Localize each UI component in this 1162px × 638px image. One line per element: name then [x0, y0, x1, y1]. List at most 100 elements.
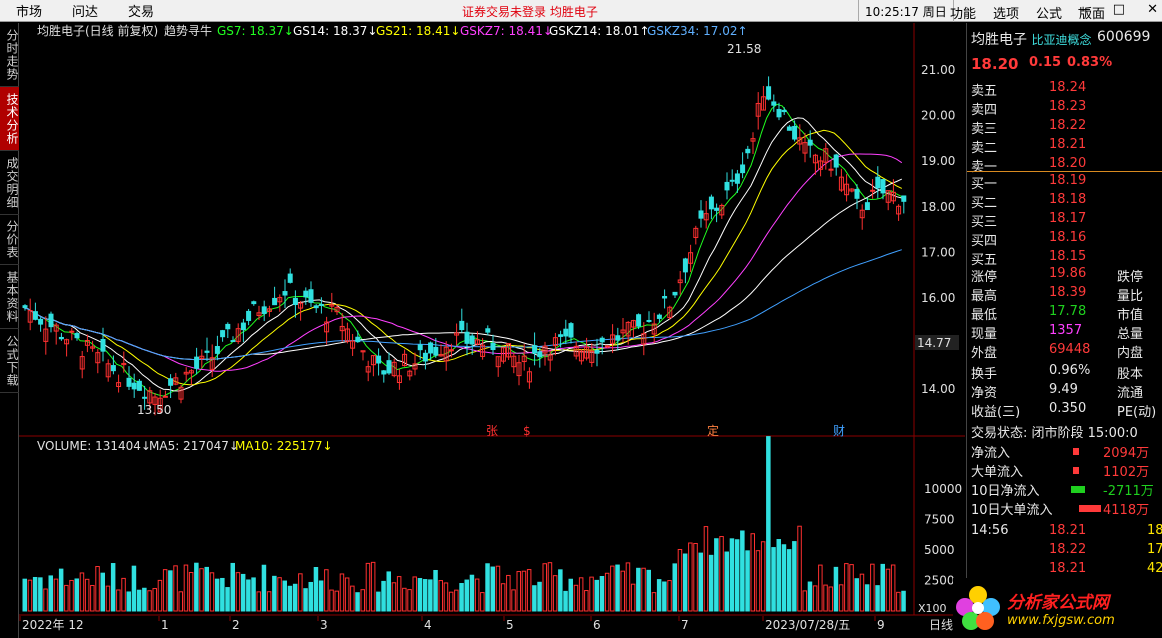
- volume-bar: [469, 574, 475, 612]
- flow-value: -2711万: [1103, 484, 1154, 499]
- candle-body: [225, 323, 231, 330]
- volume-bar: [168, 570, 173, 612]
- candle-body: [246, 310, 252, 321]
- menu-options[interactable]: 选项: [993, 7, 1020, 22]
- volume-bar: [376, 591, 381, 612]
- tab-technical[interactable]: 技术分析: [0, 87, 19, 151]
- quote-panel: 均胜电子 比亚迪概念 600699 18.20 0.15 0.83% 卖五 18.…: [966, 23, 1162, 638]
- volume-bar: [235, 572, 241, 612]
- tick-price: 18.21: [1049, 561, 1087, 576]
- tab-intraday[interactable]: 分时走势: [0, 23, 19, 87]
- candle-body: [173, 377, 179, 385]
- stat-label: 最低: [971, 308, 998, 323]
- volume-bar: [864, 584, 870, 612]
- candle-body: [547, 354, 553, 361]
- tab-fundamentals[interactable]: 基本资料: [0, 265, 19, 329]
- candle-body: [714, 207, 720, 211]
- candle-body: [220, 330, 226, 338]
- menu-layout[interactable]: 版面: [1079, 7, 1106, 22]
- candle-body: [58, 336, 64, 340]
- menu-market[interactable]: 市场: [16, 5, 43, 20]
- tab-price-dist[interactable]: 分价表: [0, 215, 19, 265]
- stat-label-right: 流通: [1117, 386, 1144, 401]
- tick-volume: 17: [1147, 542, 1162, 557]
- login-notice[interactable]: 证券交易未登录 均胜电子: [462, 5, 598, 19]
- tab-formula-download[interactable]: 公式下载: [0, 329, 19, 393]
- event-marker-dollar[interactable]: $: [523, 424, 531, 438]
- candle-body: [84, 340, 90, 346]
- ask-level-label: 卖四: [971, 103, 998, 118]
- candle-body: [781, 109, 787, 113]
- legend-gskz7: GSKZ7: 18.41↓: [460, 24, 553, 38]
- candle-body: [152, 396, 158, 405]
- candle-body: [168, 378, 174, 386]
- stock-name: 均胜电子: [971, 32, 1027, 48]
- event-marker-ding[interactable]: 定: [707, 423, 719, 438]
- last-price: 18.20: [971, 55, 1019, 73]
- stat-label-right: 内盘: [1117, 346, 1144, 361]
- candle-body: [121, 362, 127, 366]
- price-axis-label: 19.00: [921, 154, 955, 168]
- concept-tag[interactable]: 比亚迪概念: [1031, 33, 1092, 47]
- volume-bar: [110, 563, 116, 612]
- volume-bar: [490, 566, 495, 612]
- maximize-icon[interactable]: □: [1112, 2, 1126, 17]
- chart-area[interactable]: 21.0020.0019.0018.0017.0016.0015.0014.00…: [19, 23, 965, 638]
- kline-chart[interactable]: 21.0020.0019.0018.0017.0016.0015.0014.00…: [19, 23, 965, 638]
- volume-bar: [610, 565, 615, 612]
- trade-status: 交易状态: 闭市阶段 15:00:0: [971, 426, 1138, 441]
- indicator-name[interactable]: 趋势寻牛: [164, 23, 212, 38]
- candle-body: [69, 330, 75, 333]
- candle-body: [214, 346, 220, 354]
- ask-price: 18.22: [1049, 118, 1087, 133]
- volume-bar: [568, 578, 573, 612]
- volume-bar: [417, 578, 423, 612]
- candle-body: [370, 355, 376, 366]
- stat-value: 9.49: [1049, 382, 1078, 397]
- flow-value: 4118万: [1103, 503, 1150, 518]
- volume-bar: [630, 583, 636, 612]
- candle-body: [396, 375, 402, 384]
- minimize-icon[interactable]: —: [1077, 2, 1091, 17]
- volume-bar: [386, 571, 391, 612]
- candle-body: [329, 304, 335, 307]
- volume-bar: [698, 552, 703, 612]
- volume-bar: [261, 564, 267, 612]
- volume-bar: [350, 585, 355, 612]
- candle-body: [464, 331, 470, 344]
- candle-body: [901, 195, 907, 202]
- candle-body: [79, 356, 85, 370]
- candle-body: [240, 322, 246, 331]
- volume-bar: [428, 579, 433, 612]
- period-label[interactable]: 日线: [929, 618, 953, 632]
- candle-body: [126, 377, 132, 387]
- event-marker-zhang[interactable]: 张: [486, 424, 498, 438]
- volume-bar: [703, 526, 709, 612]
- volume-bar: [708, 554, 714, 612]
- candle-body: [703, 213, 709, 221]
- candle-body: [277, 297, 283, 303]
- candle-body: [209, 357, 215, 370]
- volume-bar: [292, 583, 298, 612]
- candle-body: [90, 346, 96, 349]
- candle-body: [563, 328, 569, 337]
- menu-formula[interactable]: 公式: [1036, 7, 1063, 22]
- candle-body: [677, 279, 683, 284]
- candle-body: [766, 86, 772, 100]
- volume-bar: [126, 591, 131, 612]
- event-marker-cai[interactable]: 财: [833, 424, 845, 438]
- menu-trade[interactable]: 交易: [128, 5, 155, 20]
- close-icon[interactable]: ✕: [1147, 2, 1158, 17]
- volume-bar: [173, 565, 178, 612]
- menu-wenda[interactable]: 问达: [72, 5, 99, 20]
- tab-trades[interactable]: 成交明细: [0, 151, 19, 215]
- volume-bar: [771, 547, 776, 612]
- volume-bar: [875, 585, 880, 612]
- candle-body: [849, 188, 855, 192]
- menu-function[interactable]: 功能: [950, 7, 977, 22]
- volume-bar: [204, 566, 209, 612]
- ask-level-label: 卖三: [971, 122, 998, 137]
- stat-label-right: 跌停: [1117, 270, 1144, 285]
- candle-body: [417, 344, 423, 351]
